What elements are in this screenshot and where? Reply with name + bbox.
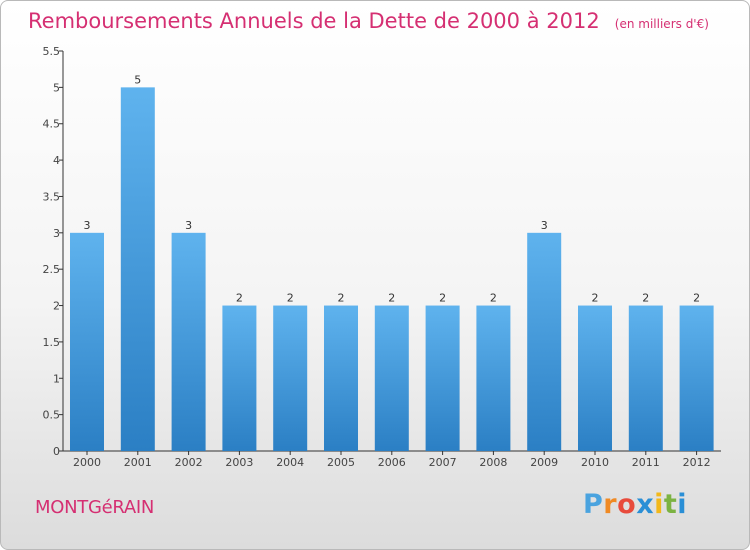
bar-value-label: 2 bbox=[236, 292, 243, 305]
logo-letter: t bbox=[663, 489, 678, 520]
y-tick-label: 2 bbox=[53, 300, 60, 313]
x-tick-label: 2005 bbox=[327, 456, 355, 469]
x-tick-label: 2006 bbox=[378, 456, 406, 469]
y-tick-label: 5 bbox=[53, 81, 60, 94]
x-tick-label: 2002 bbox=[175, 456, 203, 469]
commune-name: MONTGéRAIN bbox=[35, 497, 155, 518]
bar-value-label: 2 bbox=[439, 292, 446, 305]
x-axis: 2000 2001 2002 2003 2004 2005 2006 2007 2008 2009… bbox=[63, 450, 721, 469]
x-tick-label: 2010 bbox=[581, 456, 609, 469]
y-tick-label: 2.5 bbox=[43, 263, 61, 276]
bar-2006 bbox=[374, 305, 409, 451]
logo-letter: P bbox=[583, 489, 604, 520]
bar-value-label: 3 bbox=[185, 219, 192, 232]
bar-value-label: 3 bbox=[541, 219, 548, 232]
x-tick-label: 2011 bbox=[632, 456, 660, 469]
y-tick-label: 1.5 bbox=[43, 336, 61, 349]
x-tick-label: 2000 bbox=[73, 456, 101, 469]
bar-2000 bbox=[70, 232, 104, 451]
y-tick-label: 1 bbox=[53, 372, 60, 385]
bar-2003 bbox=[222, 305, 257, 451]
bar-value-label: 2 bbox=[388, 292, 395, 305]
bar-value-label: 2 bbox=[642, 292, 649, 305]
proxiti-logo[interactable]: Proxiti bbox=[583, 489, 687, 520]
y-tick-label: 4 bbox=[53, 154, 60, 167]
bar-value-label: 2 bbox=[592, 292, 599, 305]
bar-2012 bbox=[679, 305, 714, 451]
bar-value-label: 2 bbox=[338, 292, 345, 305]
bar-value-label: 2 bbox=[490, 292, 497, 305]
y-axis: 0 0.5 1 1.5 2 2.5 3 3.5 4 4.5 5 5.5 bbox=[43, 45, 64, 458]
chart-title: Remboursements Annuels de la Dette de 20… bbox=[28, 9, 709, 33]
bar-2008 bbox=[476, 305, 511, 451]
logo-letter: x bbox=[636, 489, 655, 520]
bar-2010 bbox=[578, 305, 612, 451]
logo-letter: r bbox=[603, 489, 618, 520]
bar-value-label: 2 bbox=[287, 292, 294, 305]
y-tick-label: 0.5 bbox=[43, 409, 61, 422]
x-tick-label: 2009 bbox=[530, 456, 558, 469]
y-tick-label: 5.5 bbox=[43, 45, 61, 58]
logo-letter: i bbox=[677, 489, 688, 520]
logo-letter: i bbox=[654, 489, 664, 520]
bar-2007 bbox=[425, 305, 460, 451]
x-tick-label: 2007 bbox=[429, 456, 457, 469]
bar-2011 bbox=[628, 305, 663, 451]
x-tick-label: 2012 bbox=[683, 456, 711, 469]
y-tick-label: 0 bbox=[53, 445, 60, 458]
title-text: Remboursements Annuels de la Dette de 20… bbox=[28, 9, 600, 33]
unit-label: (en milliers d'€) bbox=[614, 17, 709, 31]
bar-2002 bbox=[171, 232, 206, 451]
bar-2001 bbox=[120, 87, 155, 451]
y-tick-label: 4.5 bbox=[43, 118, 61, 131]
bar-2005 bbox=[324, 305, 358, 451]
bar-value-label: 5 bbox=[134, 73, 141, 86]
x-tick-label: 2008 bbox=[479, 456, 507, 469]
logo-letter: o bbox=[617, 489, 637, 520]
y-tick-label: 3.5 bbox=[43, 190, 61, 203]
bar-value-label: 3 bbox=[84, 219, 91, 232]
bars: 3 5 3 2 2 2 2 2 2 3 2 2 2 bbox=[70, 73, 714, 451]
bar-2004 bbox=[273, 305, 308, 451]
bar-2009 bbox=[527, 232, 562, 451]
x-tick-label: 2003 bbox=[225, 456, 253, 469]
bar-value-label: 2 bbox=[693, 292, 700, 305]
x-tick-label: 2004 bbox=[276, 456, 304, 469]
x-tick-label: 2001 bbox=[124, 456, 152, 469]
y-tick-label: 3 bbox=[53, 227, 60, 240]
